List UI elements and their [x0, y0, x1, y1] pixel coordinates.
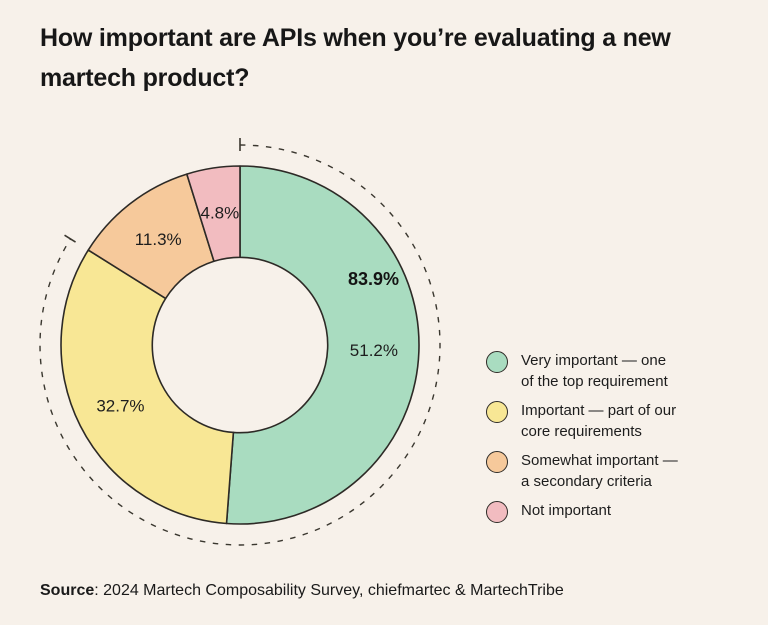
chart-legend: Very important — one of the top requireme… [486, 351, 701, 523]
donut-svg: 51.2% 32.7% 11.3% 4.8% [39, 138, 441, 546]
legend-label-line: Very important — one [521, 352, 667, 369]
legend-label: Important — part of our core requirements [521, 401, 676, 442]
arc-annotation-label: 83.9% [348, 269, 400, 289]
legend-swatch [486, 401, 508, 423]
legend-item: Not important [486, 501, 701, 523]
donut-slice [60, 249, 235, 525]
legend-label: Somewhat important — a secondary criteria [521, 451, 678, 492]
legend-label-line: Somewhat important — [521, 452, 678, 469]
source-line: Source: 2024 Martech Composability Surve… [40, 582, 564, 600]
donut-slice [186, 165, 241, 263]
legend-label-line: Not important [521, 502, 612, 519]
legend-item: Very important — one of the top requireme… [486, 351, 701, 392]
donut-chart: 51.2% 32.7% 11.3% 4.8% 83.9% [20, 125, 480, 570]
slice-label: 11.3% [135, 230, 182, 249]
legend-swatch [486, 501, 508, 523]
legend-swatch [486, 451, 508, 473]
legend-swatch [486, 351, 508, 373]
legend-item: Somewhat important — a secondary criteria [486, 451, 701, 492]
slice-label: 32.7% [96, 396, 144, 415]
slice-label: 4.8% [200, 204, 239, 223]
slice-label: 51.2% [350, 341, 398, 360]
legend-label: Not important [521, 501, 611, 522]
legend-label-line: core requirements [521, 422, 642, 440]
legend-label-line: of the top requirement [521, 372, 668, 390]
legend-label-line: Important — part of our [521, 402, 677, 419]
donut-slice [225, 165, 420, 525]
arc-tick [64, 234, 76, 243]
legend-label-line: a secondary criteria [521, 472, 652, 490]
source-text: : 2024 Martech Composability Survey, chi… [94, 582, 564, 599]
legend-item: Important — part of our core requirements [486, 401, 701, 442]
page-title: How important are APIs when you’re evalu… [40, 24, 671, 92]
legend-label: Very important — one of the top requireme… [521, 351, 668, 392]
source-label: Source [40, 582, 95, 599]
dashed-arc [39, 144, 441, 546]
